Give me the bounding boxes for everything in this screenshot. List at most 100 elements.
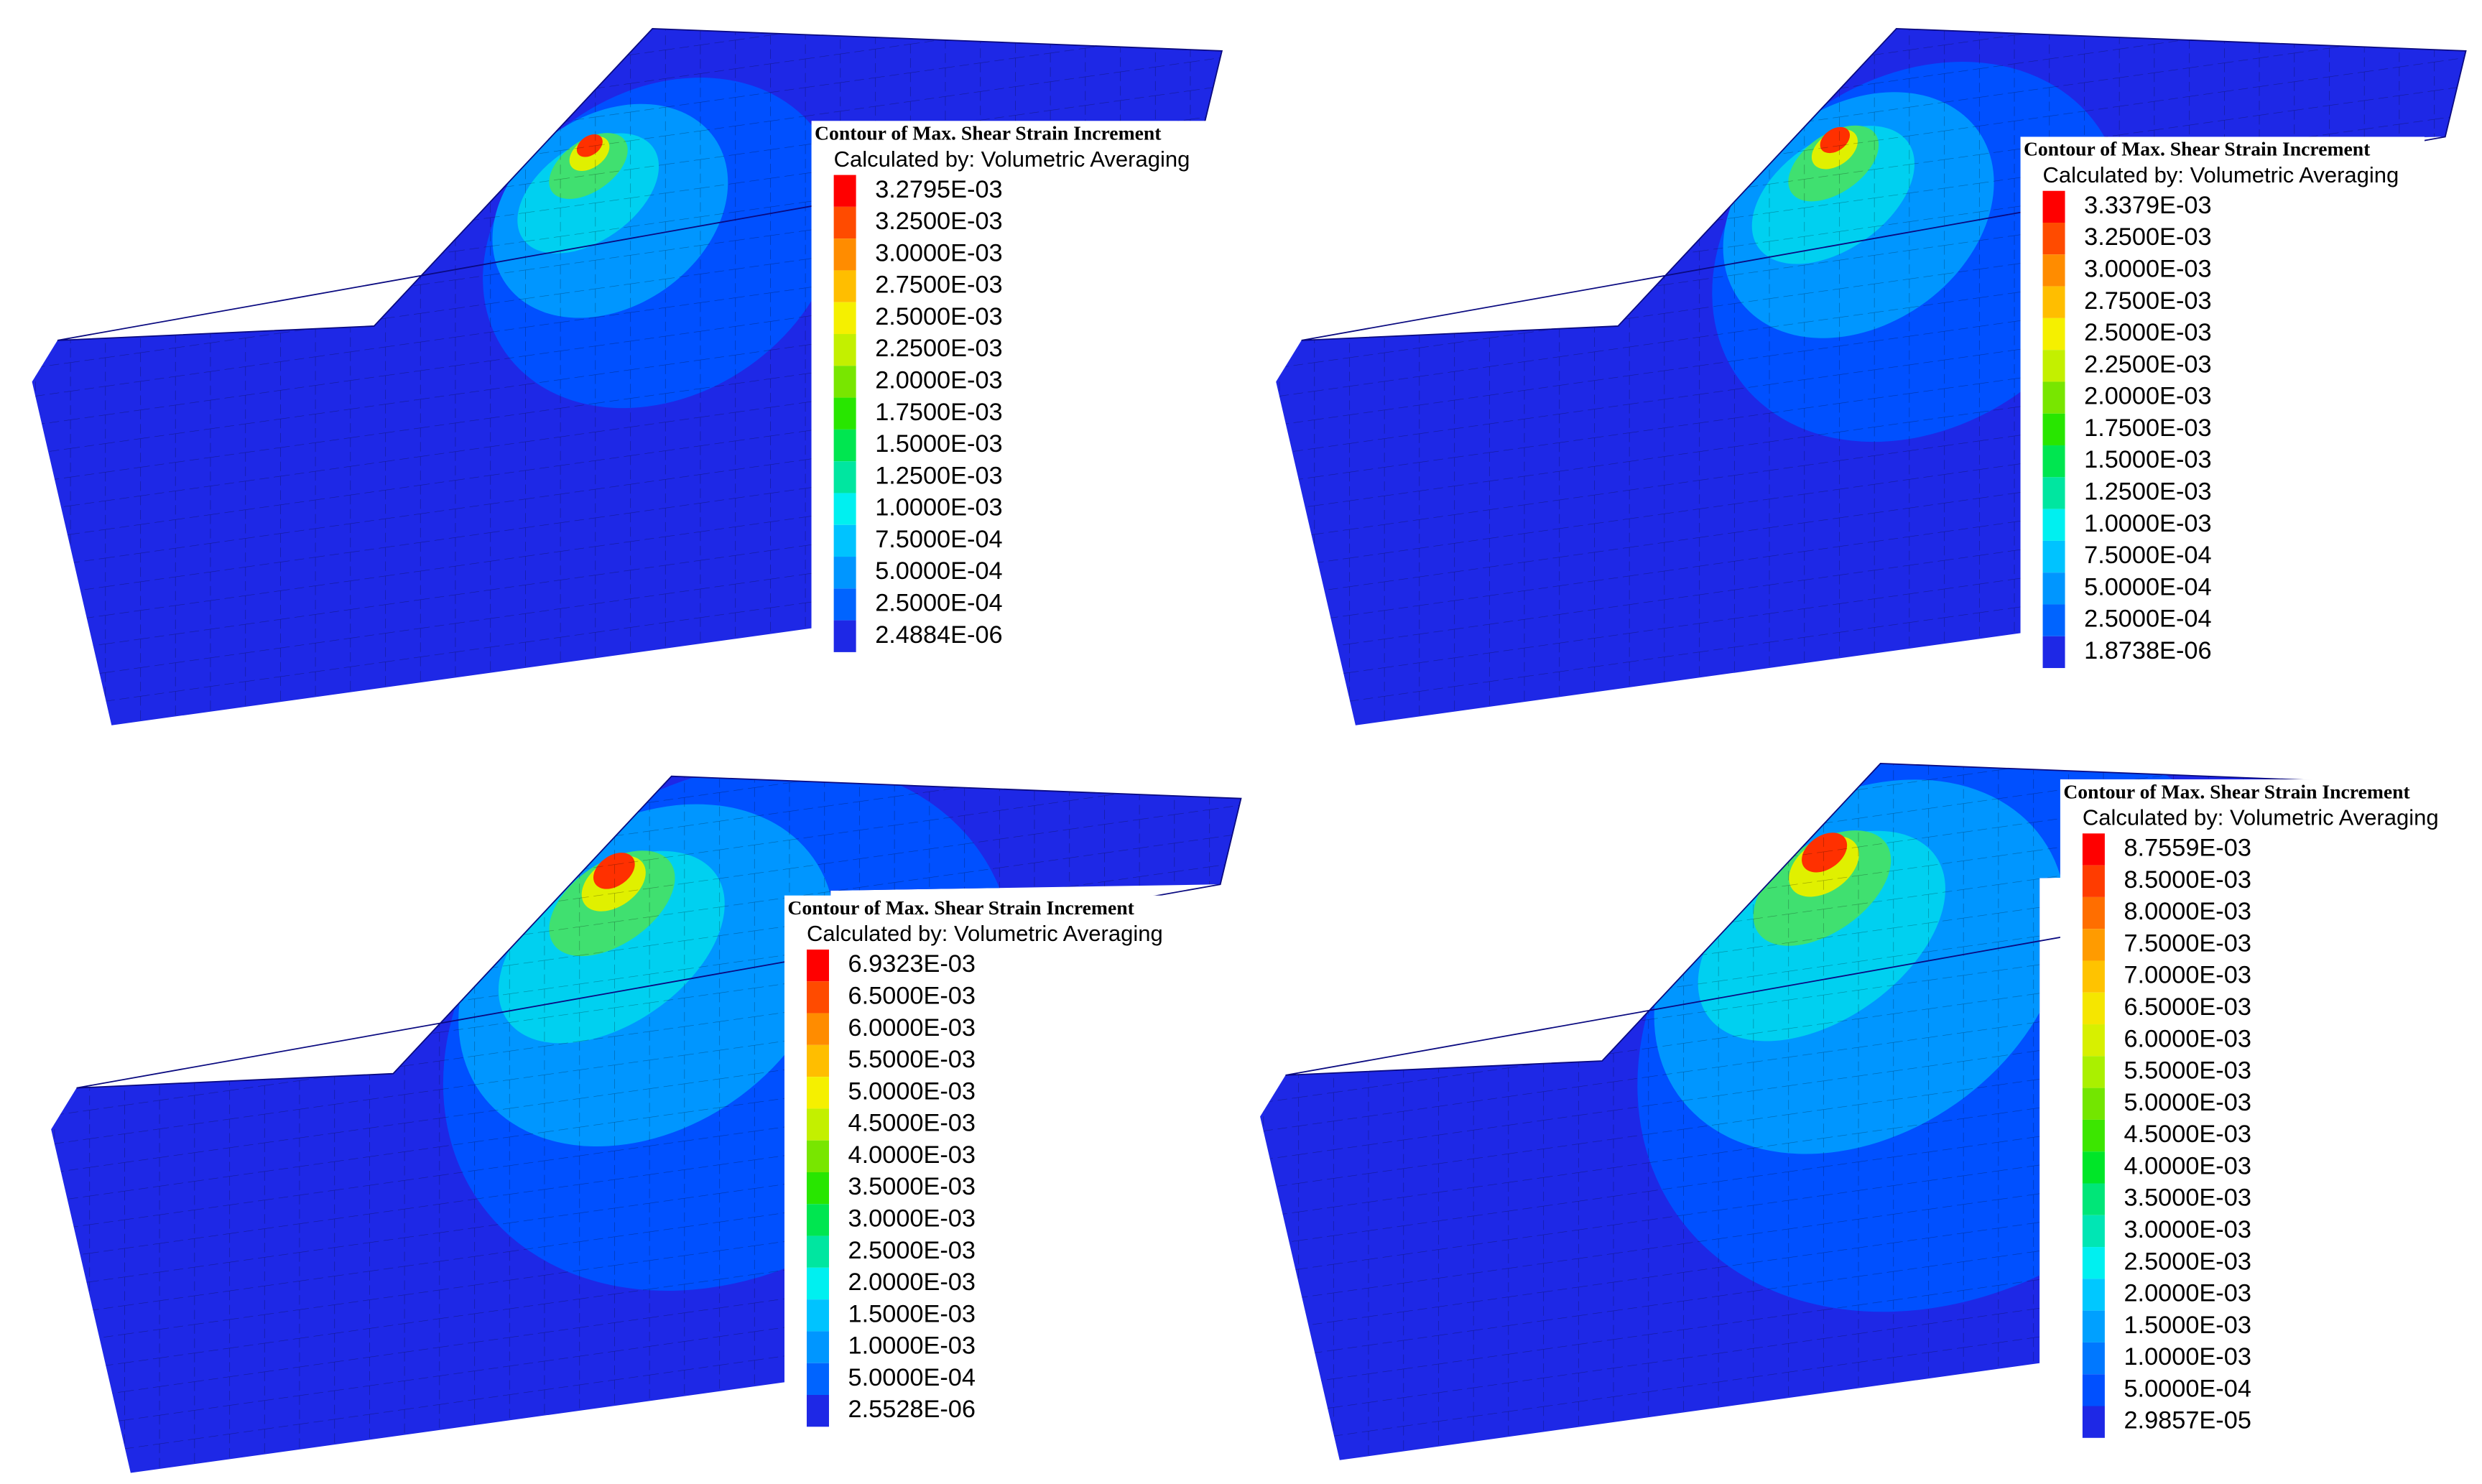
legend-label: 1.5000E-03 (875, 430, 1002, 458)
legend-label: 8.7559E-03 (2124, 835, 2251, 862)
legend-swatch (2082, 1342, 2105, 1375)
legend-swatch (806, 1235, 829, 1268)
legend-swatch (806, 981, 829, 1014)
legend-label: 3.2500E-03 (2084, 223, 2211, 251)
legend-swatch (833, 302, 856, 335)
legend-label: 5.0000E-04 (848, 1364, 976, 1391)
legend-swatch (2042, 636, 2065, 669)
legend-label: 4.0000E-03 (2124, 1152, 2251, 1179)
legend: Contour of Max. Shear Strain IncrementCa… (784, 895, 1190, 1437)
legend-label: 4.5000E-03 (848, 1110, 976, 1137)
legend-swatch (2082, 1215, 2105, 1248)
legend-label: 3.0000E-03 (2084, 256, 2211, 283)
legend-label: 5.5000E-03 (848, 1046, 976, 1073)
legend-label: 1.5000E-03 (2084, 446, 2211, 473)
legend-swatch (2082, 1183, 2105, 1215)
legend-swatch (2042, 509, 2065, 541)
legend-swatch (806, 1013, 829, 1045)
legend-swatch (806, 1363, 829, 1395)
legend-label: 1.0000E-03 (848, 1332, 976, 1360)
legend-swatch (833, 524, 856, 557)
legend-label: 6.5000E-03 (848, 982, 976, 1009)
legend-swatch (833, 620, 856, 652)
legend-bg (2060, 779, 2461, 1448)
legend-label: 2.0000E-03 (2124, 1280, 2251, 1307)
legend-label: 3.5000E-03 (848, 1173, 976, 1200)
legend-swatch (2082, 960, 2105, 993)
legend-label: 3.0000E-03 (2124, 1216, 2251, 1243)
legend-swatch (2042, 286, 2065, 318)
legend-label: 2.9857E-05 (2124, 1407, 2251, 1434)
legend-swatch (806, 1108, 829, 1141)
legend-label: 1.8738E-06 (2084, 637, 2211, 664)
legend-subtitle: Calculated by: Volumetric Averaging (2083, 805, 2439, 830)
legend-swatch (2082, 929, 2105, 961)
legend-title: Contour of Max. Shear Strain Increment (787, 896, 1134, 919)
legend-swatch (2082, 1310, 2105, 1342)
legend-label: 1.0000E-03 (2084, 510, 2211, 537)
legend-swatch (806, 1299, 829, 1332)
legend: Contour of Max. Shear Strain IncrementCa… (2020, 136, 2425, 678)
legend: Contour of Max. Shear Strain Increment Ca… (2060, 779, 2461, 1448)
legend-label: 1.7500E-03 (2084, 414, 2211, 442)
legend-label: 1.0000E-03 (2124, 1343, 2251, 1371)
legend-swatch (2082, 1024, 2105, 1057)
legend-swatch (2042, 413, 2065, 446)
legend-label: 2.7500E-03 (2084, 287, 2211, 315)
legend-swatch (806, 1204, 829, 1236)
legend-swatch (2042, 317, 2065, 351)
legend-label: 7.5000E-04 (2084, 542, 2211, 569)
legend-label: 2.0000E-03 (848, 1269, 976, 1296)
legend-label: 4.5000E-03 (2124, 1121, 2251, 1148)
legend-label: 5.0000E-03 (848, 1077, 976, 1105)
legend-swatch (2082, 1056, 2105, 1088)
legend-bg (784, 895, 1190, 1437)
legend-swatch (2082, 1119, 2105, 1152)
legend-swatch (2042, 223, 2065, 255)
legend-swatch (2042, 540, 2065, 573)
legend-label: 2.7500E-03 (875, 272, 1002, 299)
legend-swatch (833, 175, 856, 207)
legend-swatch (806, 1394, 829, 1427)
legend-swatch (833, 397, 856, 430)
legend-swatch (833, 461, 856, 493)
legend-label: 5.0000E-04 (2084, 573, 2211, 600)
legend-label: 2.2500E-03 (875, 335, 1002, 362)
legend-label: 6.0000E-03 (2124, 1025, 2251, 1052)
legend-swatch (2082, 1088, 2105, 1120)
legend-subtitle: Calculated by: Volumetric Averaging (807, 921, 1163, 946)
legend-subtitle: Calculated by: Volumetric Averaging (834, 147, 1190, 172)
legend-label: 3.2795E-03 (875, 176, 1002, 203)
legend-swatch (806, 1077, 829, 1109)
legend-bg (2020, 136, 2425, 678)
legend-swatch (806, 1044, 829, 1077)
legend-label: 1.2500E-03 (875, 462, 1002, 489)
legend-swatch (2082, 1279, 2105, 1311)
legend-label: 4.0000E-03 (848, 1141, 976, 1169)
legend-title: Contour of Max. Shear Strain Increment (2024, 138, 2371, 160)
legend-subtitle: Calculated by: Volumetric Averaging (2043, 162, 2399, 187)
legend-swatch (833, 334, 856, 366)
legend-label: 2.5000E-04 (875, 590, 1002, 617)
legend-title: Contour of Max. Shear Strain Increment (2063, 780, 2410, 802)
legend-label: 3.5000E-03 (2124, 1184, 2251, 1212)
legend-label: 8.0000E-03 (2124, 898, 2251, 925)
legend-swatch (833, 206, 856, 239)
legend-swatch (2042, 604, 2065, 636)
legend-swatch (2082, 1374, 2105, 1406)
legend-label: 7.5000E-04 (875, 526, 1002, 553)
legend-label: 5.5000E-03 (2124, 1057, 2251, 1085)
legend-label: 2.4884E-06 (875, 621, 1002, 649)
legend-swatch (806, 949, 829, 982)
legend-label: 1.5000E-03 (2124, 1312, 2251, 1339)
legend-swatch (833, 493, 856, 525)
legend-swatch (806, 1140, 829, 1172)
legend-swatch (806, 1172, 829, 1205)
legend-label: 1.0000E-03 (875, 494, 1002, 521)
legend-label: 5.0000E-04 (2124, 1375, 2251, 1402)
legend-swatch (833, 270, 856, 302)
legend-label: 2.5000E-03 (2084, 319, 2211, 346)
legend-label: 3.2500E-03 (875, 208, 1002, 235)
legend-swatch (2082, 1406, 2105, 1438)
legend-label: 7.5000E-03 (2124, 929, 2251, 957)
